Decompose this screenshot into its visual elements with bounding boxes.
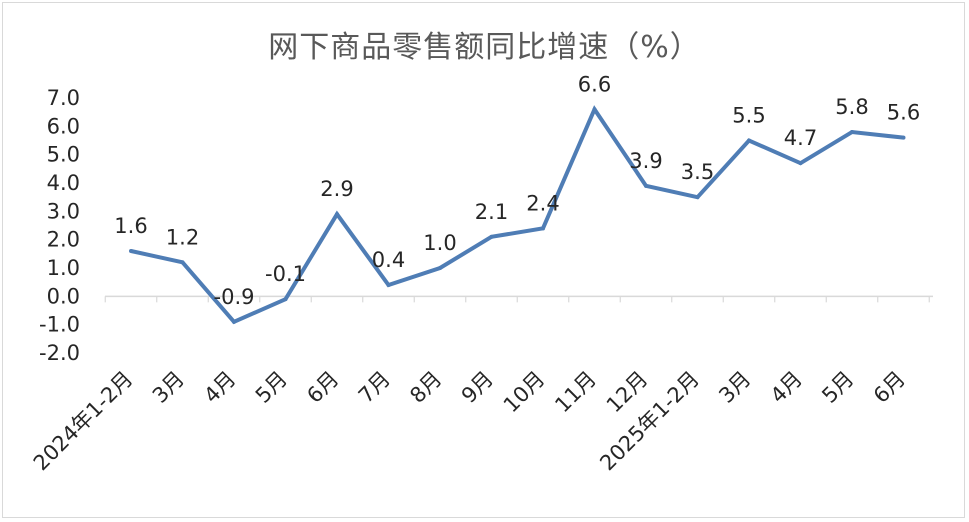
x-tick-label: 9月 bbox=[457, 367, 498, 408]
data-labels: 1.6 1.2 -0.9 -0.1 2.9 0.4 1.0 2.1 2.4 6.6 3.9 3.5 5.… bbox=[114, 72, 920, 309]
data-label: 0.4 bbox=[372, 248, 405, 272]
data-point bbox=[438, 266, 442, 270]
data-point bbox=[798, 161, 803, 166]
x-tick-label: 4月 bbox=[766, 367, 807, 408]
data-point bbox=[850, 130, 854, 134]
data-point bbox=[901, 135, 906, 140]
data-label: 5.5 bbox=[732, 104, 765, 128]
y-tick-label: 1.0 bbox=[47, 256, 80, 280]
data-label: 1.6 bbox=[114, 214, 147, 238]
data-label: 2.1 bbox=[475, 200, 508, 224]
data-point bbox=[335, 212, 339, 217]
data-point bbox=[386, 283, 391, 287]
x-tick-label: 4月 bbox=[199, 367, 240, 408]
data-point bbox=[489, 234, 494, 239]
y-tick-label: 5.0 bbox=[47, 143, 80, 167]
data-label: 1.2 bbox=[166, 225, 199, 249]
x-tick-label: 5月 bbox=[817, 367, 858, 408]
x-tick-label: 3月 bbox=[714, 367, 755, 408]
data-label: -0.9 bbox=[214, 285, 255, 309]
series-line-group bbox=[129, 105, 906, 325]
x-tick-labels: 2024年1-2月 3月 4月 5月 6月 7月 8月 9月 10月 11月 12月2025年1-2… bbox=[29, 367, 910, 476]
data-label: 2.9 bbox=[320, 177, 353, 201]
x-tick-label: 8月 bbox=[405, 367, 446, 408]
x-tick-label: 5月 bbox=[251, 367, 292, 408]
x-tick-label: 2024年1-2月 bbox=[29, 367, 138, 476]
data-point bbox=[129, 249, 133, 253]
y-tick-label: 0.0 bbox=[47, 284, 80, 308]
y-tick-labels: 7.0 6.0 5.0 4.0 3.0 2.0 1.0 0.0 -1.0 -2.0 bbox=[39, 86, 80, 365]
y-tick-label: 2.0 bbox=[47, 228, 80, 252]
data-label: 3.9 bbox=[629, 149, 662, 173]
x-tick-label: 7月 bbox=[354, 367, 395, 408]
x-tick-label: 11月 bbox=[550, 367, 601, 418]
data-point bbox=[283, 297, 288, 302]
data-label: 4.7 bbox=[784, 126, 817, 150]
data-point bbox=[695, 195, 700, 200]
data-point bbox=[180, 260, 185, 265]
axes bbox=[104, 295, 933, 303]
x-tick-label: 6月 bbox=[869, 367, 910, 408]
data-label: 5.6 bbox=[887, 101, 920, 125]
y-tick-label: 6.0 bbox=[47, 114, 80, 138]
data-point bbox=[592, 107, 597, 112]
data-point bbox=[232, 319, 236, 324]
data-label: 3.5 bbox=[681, 160, 714, 184]
data-point bbox=[747, 138, 751, 143]
y-tick-label: -1.0 bbox=[39, 313, 80, 337]
x-tick-label: 3月 bbox=[148, 367, 189, 408]
data-label: -0.1 bbox=[265, 262, 306, 286]
data-label: 1.0 bbox=[423, 231, 456, 255]
chart-title: 网下商品零售额同比增速（%） bbox=[268, 30, 701, 65]
data-label: 2.4 bbox=[526, 191, 559, 215]
x-tick-label: 10月 bbox=[499, 367, 550, 418]
data-label: 6.6 bbox=[578, 72, 611, 96]
data-label: 5.8 bbox=[835, 95, 868, 119]
series-line bbox=[130, 105, 904, 325]
x-tick-label: 6月 bbox=[302, 367, 343, 408]
data-point bbox=[644, 183, 648, 188]
y-tick-label: 7.0 bbox=[47, 86, 80, 110]
y-tick-label: 4.0 bbox=[47, 171, 80, 195]
y-tick-label: -2.0 bbox=[39, 341, 80, 365]
y-tick-label: 3.0 bbox=[47, 199, 80, 223]
data-point bbox=[541, 226, 545, 231]
